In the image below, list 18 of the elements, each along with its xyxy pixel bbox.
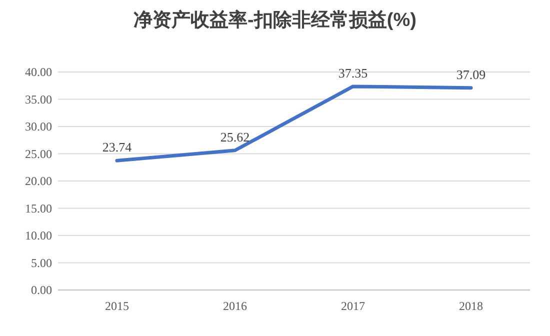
data-label: 25.62: [220, 129, 250, 144]
x-tick-label: 2017: [341, 299, 365, 313]
y-tick-label: 35.00: [25, 92, 52, 106]
y-tick-label: 10.00: [25, 228, 52, 242]
data-label: 23.74: [102, 140, 132, 155]
x-tick-label: 2016: [223, 299, 247, 313]
y-tick-label: 20.00: [25, 174, 52, 188]
y-tick-label: 5.00: [31, 256, 52, 270]
y-tick-label: 15.00: [25, 201, 52, 216]
chart-title: 净资产收益率-扣除非经常损益(%): [134, 9, 416, 31]
y-tick-label: 25.00: [25, 146, 52, 161]
x-tick-label: 2015: [105, 299, 129, 313]
y-tick-label: 0.00: [31, 283, 52, 297]
data-label: 37.09: [456, 66, 486, 82]
y-tick-label: 30.00: [25, 120, 52, 134]
x-tick-label: 2018: [459, 299, 483, 313]
data-label: 37.35: [338, 65, 368, 80]
y-tick-label: 40.00: [25, 65, 52, 79]
